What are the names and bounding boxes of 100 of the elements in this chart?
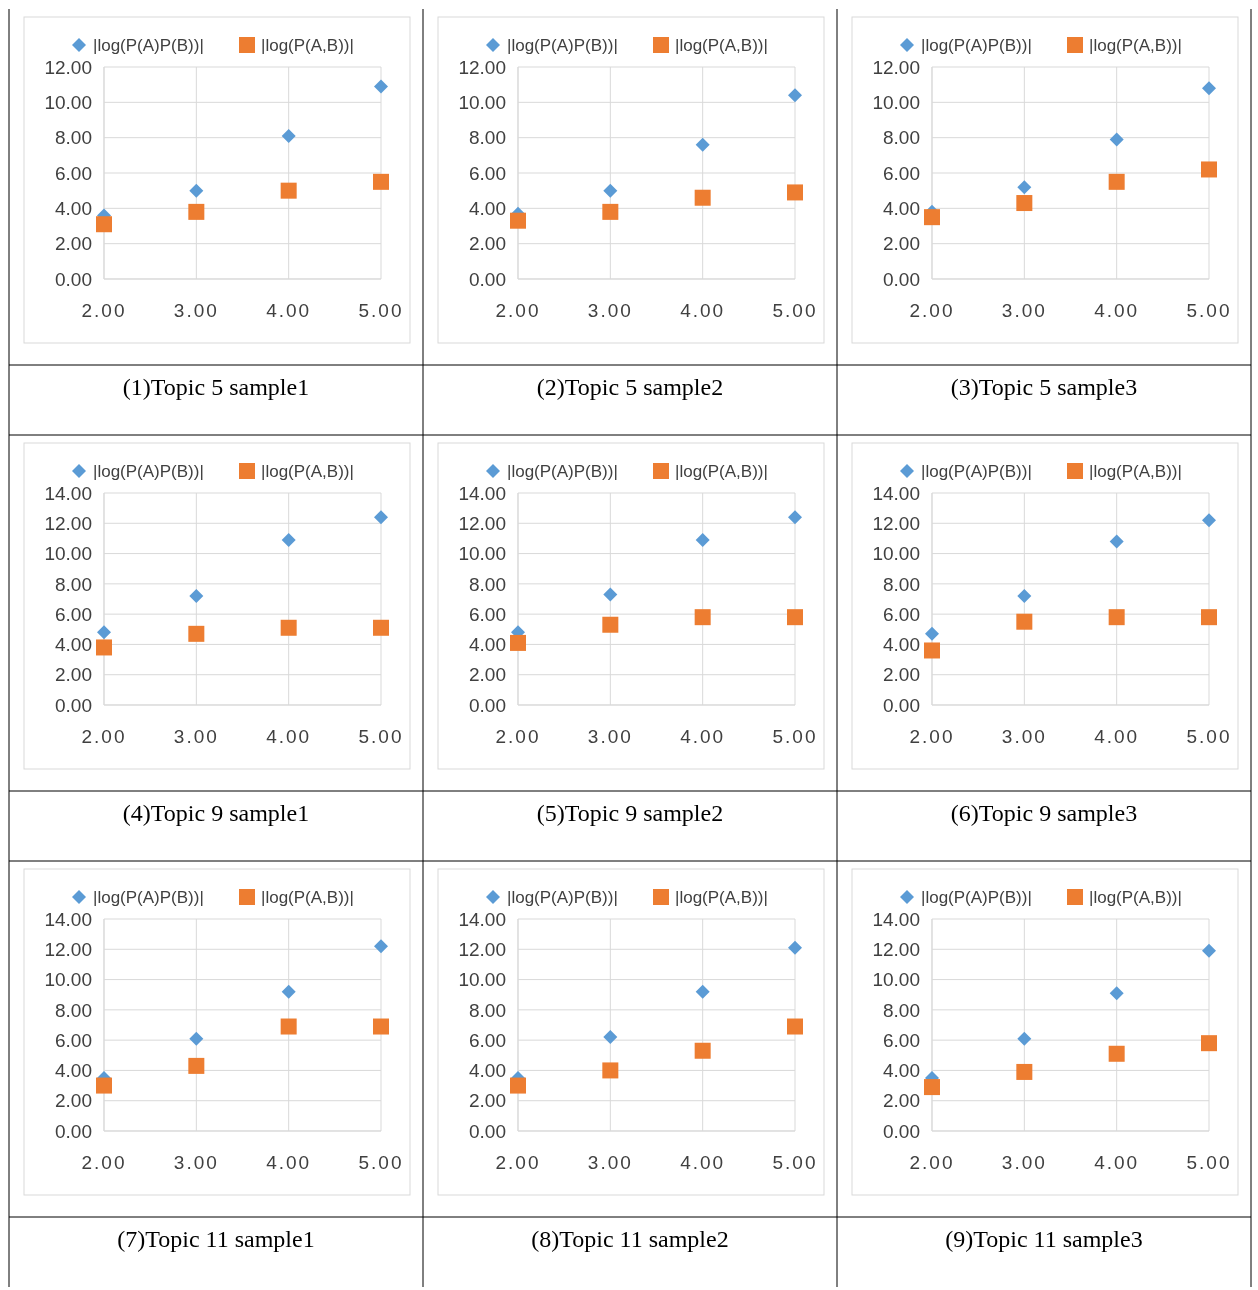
point [924, 209, 940, 226]
legend-label: |log(P(A)P(B))| [921, 461, 1032, 481]
y-tick-label: 0.00 [883, 694, 920, 716]
point [97, 625, 111, 640]
y-tick-label: 2.00 [469, 1090, 506, 1112]
point [280, 1018, 297, 1035]
y-tick-label: 10.00 [44, 91, 92, 113]
y-tick-label: 2.00 [55, 664, 92, 686]
x-tick-label: 2.00 [909, 300, 955, 321]
y-tick-label: 0.00 [55, 1120, 92, 1142]
x-tick-label: 5.00 [358, 1152, 404, 1173]
y-tick-label: 6.00 [469, 162, 506, 184]
y-tick-label: 0.00 [469, 694, 506, 716]
point [188, 625, 205, 642]
x-tick-label: 2.00 [909, 1152, 955, 1173]
y-tick-label: 12.00 [458, 938, 506, 960]
point [602, 616, 619, 633]
point [1202, 81, 1216, 96]
y-tick-label: 6.00 [469, 1029, 506, 1051]
legend-label: |log(P(A)P(B))| [93, 461, 204, 481]
y-tick-label: 10.00 [458, 91, 506, 113]
point [1108, 609, 1125, 626]
point [374, 79, 388, 94]
point [695, 984, 710, 999]
y-tick-label: 14.00 [458, 908, 506, 930]
legend-label: |log(P(A,B))| [1089, 35, 1182, 55]
point [1202, 943, 1216, 958]
y-tick-label: 2.00 [55, 1090, 92, 1112]
point [788, 510, 802, 525]
x-tick-label: 4.00 [1094, 300, 1140, 321]
y-tick-label: 10.00 [872, 969, 920, 991]
y-tick-label: 8.00 [55, 573, 92, 595]
x-tick-label: 3.00 [587, 1152, 633, 1173]
y-tick-label: 14.00 [872, 482, 920, 504]
point [1202, 513, 1216, 528]
y-tick-label: 10.00 [44, 969, 92, 991]
y-tick-label: 2.00 [469, 233, 506, 255]
point [1109, 534, 1124, 549]
point [924, 642, 940, 659]
point [694, 609, 711, 626]
y-tick-label: 4.00 [469, 1060, 506, 1082]
x-tick-label: 5.00 [358, 300, 404, 321]
y-tick-label: 4.00 [883, 1060, 920, 1082]
point [1017, 1031, 1032, 1046]
point [787, 609, 803, 626]
y-tick-label: 12.00 [458, 56, 506, 78]
y-tick-label: 6.00 [55, 603, 92, 625]
point [925, 626, 939, 641]
x-tick-label: 5.00 [772, 726, 818, 747]
legend-label: |log(P(A,B))| [675, 461, 768, 481]
point [96, 1077, 112, 1094]
point [510, 1077, 526, 1094]
point [603, 183, 618, 198]
x-tick-label: 2.00 [495, 1152, 541, 1173]
point [603, 1030, 618, 1045]
y-tick-label: 4.00 [55, 634, 92, 656]
x-tick-label: 4.00 [680, 726, 726, 747]
y-tick-label: 4.00 [469, 197, 506, 219]
x-tick-label: 3.00 [1001, 726, 1047, 747]
y-tick-label: 8.00 [469, 127, 506, 149]
point [189, 588, 204, 603]
point [695, 137, 710, 152]
point [373, 173, 389, 190]
legend-label: |log(P(A)P(B))| [507, 35, 618, 55]
x-tick-label: 3.00 [173, 1152, 219, 1173]
y-tick-label: 2.00 [883, 1090, 920, 1112]
point [602, 203, 619, 220]
point [281, 984, 296, 999]
y-tick-label: 4.00 [469, 634, 506, 656]
y-tick-label: 14.00 [44, 482, 92, 504]
text: (2)Topic 5 sample2 [536, 374, 724, 400]
x-tick-label: 4.00 [680, 300, 726, 321]
point [189, 183, 204, 198]
point [373, 1018, 389, 1035]
point [788, 88, 802, 103]
y-tick-label: 10.00 [458, 543, 506, 565]
y-tick-label: 0.00 [883, 268, 920, 290]
point [96, 639, 112, 656]
x-tick-label: 3.00 [1001, 1152, 1047, 1173]
legend-label: |log(P(A)P(B))| [507, 887, 618, 907]
y-tick-label: 14.00 [458, 482, 506, 504]
x-tick-label: 3.00 [587, 300, 633, 321]
y-tick-label: 14.00 [872, 908, 920, 930]
y-tick-label: 4.00 [883, 197, 920, 219]
legend-label: |log(P(A,B))| [1089, 887, 1182, 907]
legend-label: |log(P(A,B))| [675, 887, 768, 907]
point [281, 128, 296, 143]
y-tick-label: 4.00 [55, 1060, 92, 1082]
x-tick-label: 2.00 [81, 726, 127, 747]
point [374, 939, 388, 954]
point [1109, 986, 1124, 1001]
text: (1)Topic 5 sample1 [122, 374, 310, 400]
text: (7)Topic 11 sample1 [117, 1226, 315, 1252]
point [695, 532, 710, 547]
point [188, 203, 205, 220]
y-tick-label: 4.00 [883, 634, 920, 656]
point [280, 182, 297, 199]
y-tick-label: 8.00 [55, 127, 92, 149]
y-tick-label: 2.00 [883, 233, 920, 255]
y-tick-label: 0.00 [55, 268, 92, 290]
